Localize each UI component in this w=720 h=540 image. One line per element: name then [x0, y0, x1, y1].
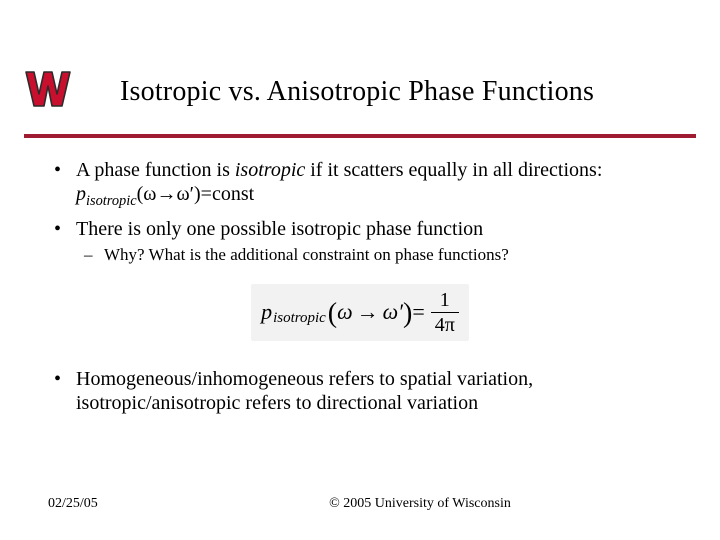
- sub-bullet-list: Why? What is the additional constraint o…: [76, 245, 672, 266]
- formula-lparen: (: [328, 297, 337, 331]
- formula-eq: =: [412, 299, 424, 326]
- formula-denominator: 4π: [431, 312, 459, 335]
- bullet-1-em: isotropic: [235, 159, 305, 181]
- bullet-1-text-pre: A phase function is: [76, 159, 235, 181]
- formula-fraction: 1 4π: [431, 290, 459, 335]
- slide-footer: 02/25/05 © 2005 University of Wisconsin: [48, 496, 672, 512]
- bullet-1-fn-tail: (ω→ω′)=const: [137, 183, 255, 205]
- formula-sub: isotropic: [273, 309, 326, 327]
- slide-body: A phase function is isotropic if it scat…: [48, 158, 672, 422]
- slide: Isotropic vs. Anisotropic Phase Function…: [0, 0, 720, 540]
- bullet-3-text: Homogeneous/inhomogeneous refers to spat…: [76, 368, 533, 414]
- slide-title: Isotropic vs. Anisotropic Phase Function…: [120, 76, 680, 108]
- footer-copyright: © 2005 University of Wisconsin: [168, 496, 672, 512]
- formula-arrow: →: [357, 299, 379, 326]
- bullet-1-fn-sub: isotropic: [86, 193, 137, 209]
- title-underline: [24, 134, 696, 138]
- wisconsin-w-logo-icon: [24, 64, 72, 112]
- bullet-3: Homogeneous/inhomogeneous refers to spat…: [48, 367, 672, 416]
- bullet-list-2: Homogeneous/inhomogeneous refers to spat…: [48, 367, 672, 416]
- bullet-1-fn-p: p: [76, 183, 86, 205]
- bullet-list: A phase function is isotropic if it scat…: [48, 158, 672, 266]
- sub-bullet-1: Why? What is the additional constraint o…: [76, 245, 672, 266]
- formula-omega-prime: ω′: [383, 299, 403, 326]
- formula-p: p: [261, 299, 272, 326]
- formula-numerator: 1: [436, 290, 454, 312]
- bullet-2: There is only one possible isotropic pha…: [48, 217, 672, 266]
- sub-bullet-1-text: Why? What is the additional constraint o…: [104, 245, 509, 264]
- bullet-1: A phase function is isotropic if it scat…: [48, 158, 672, 211]
- formula-omega: ω: [337, 299, 353, 326]
- formula-block: p isotropic ( ω → ω′ ) = 1 4π: [48, 284, 672, 341]
- formula-rparen: ): [403, 297, 412, 331]
- formula: p isotropic ( ω → ω′ ) = 1 4π: [251, 284, 469, 341]
- bullet-2-text: There is only one possible isotropic pha…: [76, 218, 483, 240]
- bullet-1-text-post: if it scatters equally in all directions…: [305, 159, 602, 181]
